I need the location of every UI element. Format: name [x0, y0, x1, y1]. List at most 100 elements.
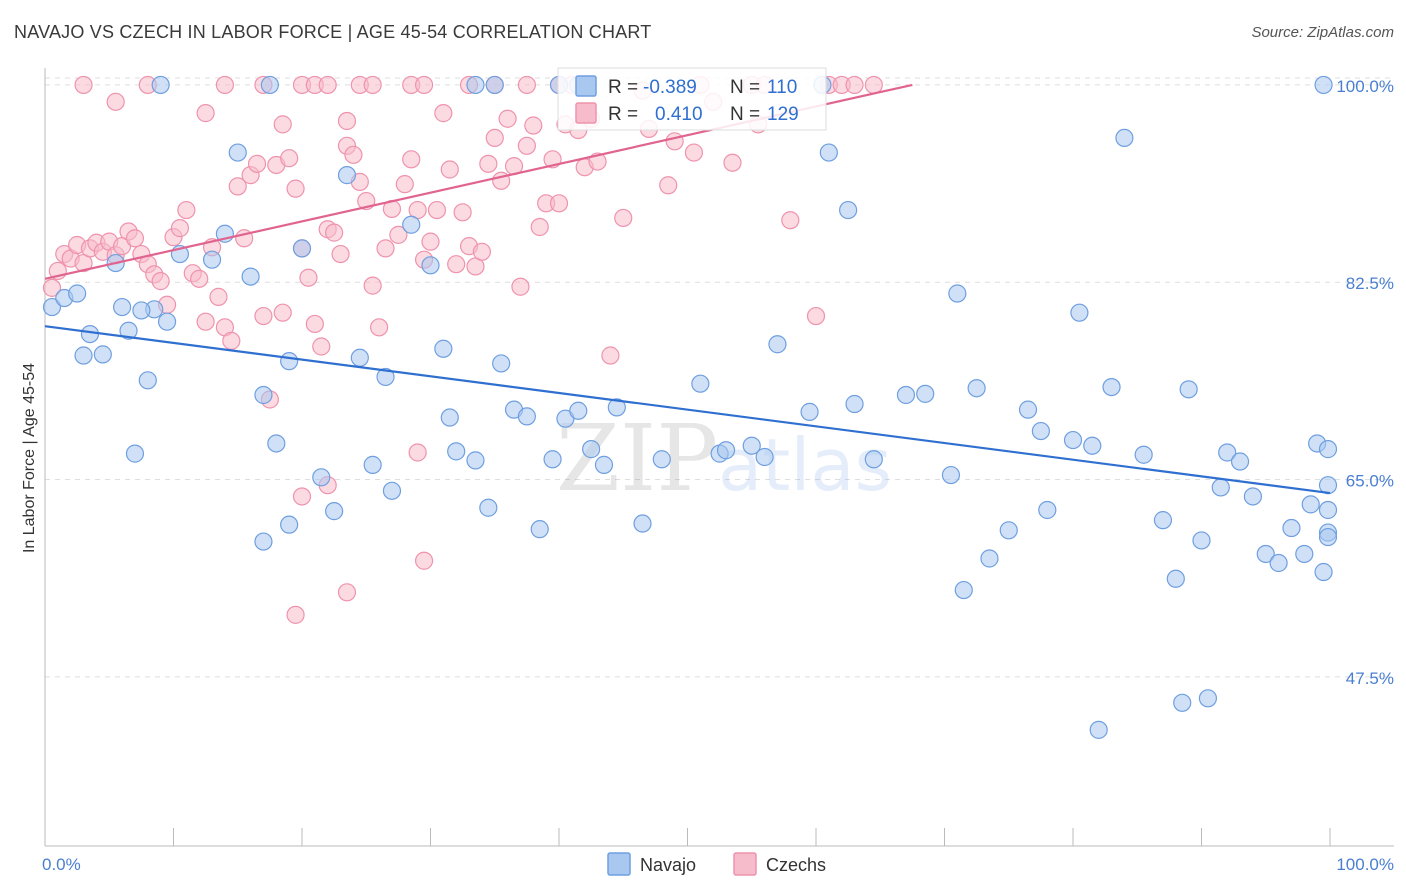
navajo-point[interactable]	[350, 348, 369, 367]
navajo-point[interactable]	[267, 434, 286, 453]
czechs-point[interactable]	[215, 75, 234, 95]
czechs-point[interactable]	[408, 443, 427, 462]
czechs-point[interactable]	[254, 306, 273, 326]
czechs-point[interactable]	[363, 75, 382, 95]
navajo-point[interactable]	[376, 367, 395, 387]
czechs-point[interactable]	[485, 128, 504, 148]
czechs-point[interactable]	[498, 109, 517, 128]
series-legend-label-czechs[interactable]: Czechs	[766, 855, 826, 875]
czechs-point[interactable]	[659, 176, 678, 195]
navajo-point[interactable]	[1198, 689, 1218, 708]
czechs-point[interactable]	[325, 223, 344, 242]
navajo-point[interactable]	[421, 256, 440, 275]
czechs-point[interactable]	[434, 104, 453, 123]
navajo-point[interactable]	[1295, 544, 1314, 564]
czechs-point[interactable]	[286, 605, 305, 624]
navajo-point[interactable]	[1166, 569, 1185, 588]
navajo-point[interactable]	[292, 239, 312, 258]
navajo-point[interactable]	[896, 385, 916, 405]
navajo-point[interactable]	[157, 312, 177, 331]
czechs-point[interactable]	[665, 132, 684, 151]
czechs-point[interactable]	[453, 203, 472, 222]
navajo-point[interactable]	[716, 441, 736, 460]
czechs-point[interactable]	[395, 175, 414, 194]
czechs-point[interactable]	[363, 276, 382, 295]
czechs-point[interactable]	[370, 318, 389, 337]
navajo-point[interactable]	[1192, 531, 1211, 550]
czechs-point[interactable]	[196, 312, 215, 331]
navajo-point[interactable]	[1179, 380, 1198, 399]
czechs-point[interactable]	[549, 194, 569, 213]
czechs-point[interactable]	[376, 239, 395, 258]
navajo-point[interactable]	[569, 401, 588, 420]
navajo-point[interactable]	[1031, 421, 1050, 441]
czechs-point[interactable]	[601, 346, 620, 365]
navajo-point[interactable]	[1102, 377, 1121, 397]
navajo-point[interactable]	[768, 335, 787, 354]
navajo-point[interactable]	[402, 215, 421, 234]
navajo-point[interactable]	[1018, 400, 1038, 419]
czechs-point[interactable]	[280, 149, 299, 168]
navajo-point[interactable]	[125, 444, 145, 463]
navajo-point[interactable]	[941, 465, 961, 485]
czechs-point[interactable]	[344, 145, 363, 164]
czechs-point[interactable]	[247, 154, 267, 173]
navajo-point[interactable]	[228, 143, 247, 162]
czechs-point[interactable]	[530, 217, 549, 237]
navajo-point[interactable]	[466, 451, 485, 470]
navajo-point[interactable]	[382, 481, 402, 500]
navajo-point[interactable]	[1173, 693, 1192, 712]
navajo-point[interactable]	[1063, 430, 1083, 450]
czechs-point[interactable]	[286, 179, 305, 198]
navajo-point[interactable]	[241, 267, 260, 286]
czechs-point[interactable]	[337, 583, 357, 602]
navajo-point[interactable]	[755, 447, 774, 467]
navajo-point[interactable]	[1070, 303, 1089, 322]
navajo-point[interactable]	[819, 143, 838, 162]
navajo-point[interactable]	[948, 284, 967, 303]
navajo-point[interactable]	[742, 436, 761, 455]
czechs-point[interactable]	[318, 75, 337, 95]
czechs-point[interactable]	[312, 337, 331, 356]
navajo-point[interactable]	[1211, 478, 1230, 497]
navajo-point[interactable]	[280, 515, 299, 534]
navajo-point[interactable]	[691, 374, 710, 393]
series-legend-swatch-navajo[interactable]	[607, 852, 631, 876]
navajo-point[interactable]	[42, 297, 62, 317]
navajo-point[interactable]	[151, 75, 170, 95]
navajo-point[interactable]	[1230, 452, 1250, 471]
czechs-point[interactable]	[292, 487, 312, 506]
navajo-point[interactable]	[1318, 440, 1338, 459]
czechs-point[interactable]	[864, 75, 883, 95]
navajo-point[interactable]	[980, 549, 999, 568]
czechs-point[interactable]	[273, 303, 292, 322]
navajo-point[interactable]	[954, 580, 973, 600]
czechs-point[interactable]	[614, 208, 633, 228]
czechs-point[interactable]	[331, 244, 350, 264]
czechs-point[interactable]	[170, 219, 190, 238]
navajo-point[interactable]	[1301, 495, 1320, 514]
czechs-point[interactable]	[209, 287, 228, 306]
czechs-point[interactable]	[414, 75, 434, 95]
navajo-point[interactable]	[254, 532, 273, 551]
navajo-point[interactable]	[312, 468, 331, 487]
czechs-point[interactable]	[517, 75, 536, 95]
czechs-point[interactable]	[806, 306, 826, 326]
navajo-point[interactable]	[1314, 75, 1333, 95]
navajo-point[interactable]	[652, 450, 671, 469]
navajo-point[interactable]	[543, 450, 562, 469]
navajo-point[interactable]	[1134, 445, 1153, 464]
navajo-point[interactable]	[74, 346, 93, 365]
czechs-point[interactable]	[222, 331, 241, 350]
navajo-point[interactable]	[440, 408, 459, 427]
navajo-point[interactable]	[254, 385, 273, 405]
navajo-point[interactable]	[1089, 720, 1108, 739]
navajo-point[interactable]	[967, 379, 986, 398]
navajo-point[interactable]	[447, 442, 466, 461]
navajo-point[interactable]	[492, 354, 511, 373]
navajo-point[interactable]	[1083, 436, 1102, 455]
czechs-point[interactable]	[389, 225, 408, 244]
navajo-point[interactable]	[337, 166, 357, 185]
czechs-point[interactable]	[472, 242, 491, 261]
navajo-point[interactable]	[1314, 562, 1333, 582]
